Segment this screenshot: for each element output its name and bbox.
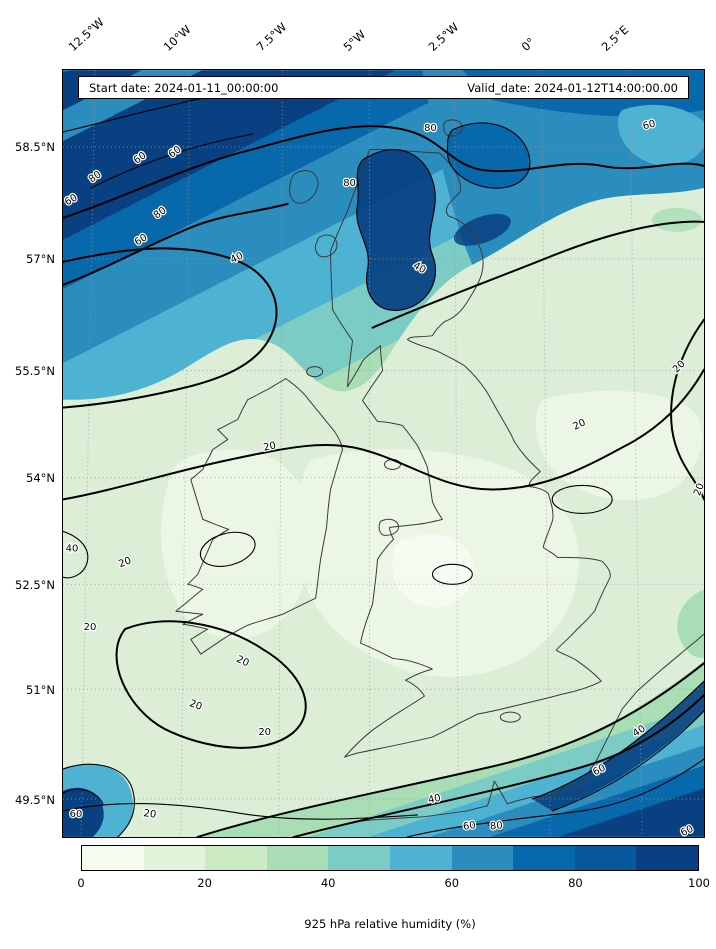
contour-label: 60 xyxy=(70,809,83,820)
contour-20-middle xyxy=(63,368,704,501)
field-green-spot-right xyxy=(652,207,703,232)
contour-60-north xyxy=(63,125,704,219)
colorbar-segment xyxy=(266,846,329,870)
coastline-skye xyxy=(314,234,338,258)
contour-60-south xyxy=(293,694,704,837)
field-navy-scotland xyxy=(356,149,436,311)
coastline-anglesey xyxy=(378,518,400,536)
contour-lines xyxy=(63,83,704,837)
contour-80-southwest-blob xyxy=(63,788,104,805)
field-teal-rightedge xyxy=(677,589,704,658)
contour-20-south-loop xyxy=(115,620,307,749)
y-tick-label: 55.5°N xyxy=(15,364,55,378)
start-date-label: Start date: 2024-01-11_00:00:00 xyxy=(89,80,279,95)
contour-label: 80 xyxy=(343,178,356,189)
contour-label: 80 xyxy=(490,820,504,832)
contour-20-ireland-loop xyxy=(199,531,256,567)
map-header: Start date: 2024-01-11_00:00:00 Valid_da… xyxy=(78,76,689,99)
contour-label: 40 xyxy=(427,793,442,806)
contour-label: 20 xyxy=(84,622,97,633)
y-tick-label: 51°N xyxy=(26,683,55,697)
contour-label: 20 xyxy=(262,440,277,453)
coastline-isle-of-wight xyxy=(499,711,521,723)
coastline-ireland xyxy=(175,378,344,655)
colorbar-segment xyxy=(389,846,452,870)
colorbar-tick-label: 0 xyxy=(77,876,85,890)
contour-60-southwest-blob xyxy=(63,763,135,837)
colorbar-tick-label: 40 xyxy=(320,876,336,890)
humidity-map-canvas: 80 60 60 60 80 60 40 80 80 40 20 20 20 4… xyxy=(63,70,704,837)
x-tick-label: 10°W xyxy=(160,22,194,54)
x-tick-label: 12.5°W xyxy=(65,15,107,54)
contour-40-south xyxy=(196,662,704,837)
colorbar-segment xyxy=(574,846,637,870)
contour-20-bottom xyxy=(63,803,418,820)
contour-80-scotland-east xyxy=(446,122,531,189)
coastline-great-britain xyxy=(330,148,611,758)
valid-date-label: Valid_date: 2024-01-12T14:00:00.00 xyxy=(467,80,678,95)
contour-20-england-loop xyxy=(431,563,473,585)
colorbar-tick-label: 60 xyxy=(444,876,460,890)
contour-label: 20 xyxy=(258,727,271,738)
contour-label: 60 xyxy=(642,119,657,133)
y-tick-label: 57°N xyxy=(26,252,55,266)
contour-40-east xyxy=(371,220,704,329)
colorbar-segment xyxy=(82,846,144,870)
contour-60-streak-upper xyxy=(531,680,704,800)
contour-40-west xyxy=(63,247,278,409)
coastline-continent xyxy=(292,633,704,837)
colorbar-segment xyxy=(143,846,206,870)
colorbar-tick-label: 100 xyxy=(688,876,710,890)
colorbar-segment xyxy=(205,846,267,870)
y-tick-label: 52.5°N xyxy=(15,578,55,592)
contour-label: 80 xyxy=(424,123,437,134)
contour-label: 60 xyxy=(462,820,476,833)
y-tick-label: 54°N xyxy=(26,471,55,485)
coastline-orkney xyxy=(443,119,463,137)
contour-80-south xyxy=(406,758,704,837)
field-dark-spot xyxy=(453,213,511,246)
x-tick-label: 5°W xyxy=(340,27,369,54)
colorbar xyxy=(81,845,699,871)
coastline-lewis xyxy=(289,170,319,204)
coastline-channel-island xyxy=(497,826,503,832)
colorbar-segment xyxy=(636,846,698,870)
x-tick-label: 7.5°W xyxy=(253,19,290,54)
map-panel: 80 60 60 60 80 60 40 80 80 40 20 20 20 4… xyxy=(62,69,705,838)
contour-label: 40 xyxy=(66,543,79,554)
colorbar-caption: 925 hPa relative humidity (%) xyxy=(304,917,476,931)
y-tick-label: 58.5°N xyxy=(15,140,55,154)
coastlines xyxy=(175,119,704,837)
contour-80-scotland xyxy=(356,149,437,312)
contour-80-north-lower xyxy=(63,202,289,286)
contour-label: 20 xyxy=(143,808,157,821)
coastline-islay xyxy=(306,366,324,378)
x-tick-label: 2.5°W xyxy=(425,19,462,54)
x-tick-label: 0° xyxy=(518,34,538,54)
field-teal-topright xyxy=(618,104,704,166)
field-navy-streak-southeast xyxy=(532,681,704,811)
y-tick-label: 49.5°N xyxy=(15,793,55,807)
contour-20-right-edge xyxy=(670,318,704,501)
colorbar-segment xyxy=(513,846,575,870)
colorbar-segment xyxy=(328,846,390,870)
contour-40-left-edge xyxy=(63,530,89,579)
field-navy-southwest xyxy=(63,787,104,837)
colorbar-tick-label: 20 xyxy=(197,876,212,890)
colorbar-tick-label: 80 xyxy=(568,876,583,890)
contour-60-streak-lower xyxy=(551,710,704,812)
field-low-east xyxy=(535,390,703,501)
x-tick-label: 2.5°E xyxy=(598,22,632,54)
contour-20-southeast-loop xyxy=(551,484,613,514)
contour-60-lane xyxy=(90,133,254,189)
colorbar-segment xyxy=(451,846,514,870)
